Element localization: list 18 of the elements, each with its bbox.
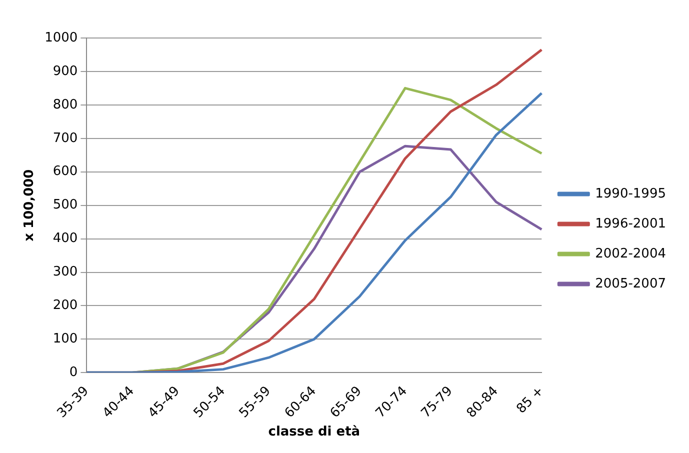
y-axis-title: x 100,000	[22, 169, 38, 242]
y-tick-label: 200	[52, 298, 78, 314]
y-tick-label: 900	[52, 64, 78, 79]
x-tick-label: 85 +	[514, 384, 547, 417]
y-tick-label: 500	[52, 198, 78, 213]
legend-label: 1996-2001	[595, 216, 666, 232]
y-tick-label: 600	[52, 164, 78, 180]
y-tick-label: 1000	[44, 30, 78, 46]
y-tick-label: 100	[52, 332, 78, 347]
legend-label: 1990-1995	[595, 186, 666, 202]
y-tick-label: 0	[69, 365, 78, 380]
y-tick-label: 400	[52, 231, 78, 246]
x-axis-title: classe di età	[268, 424, 360, 440]
y-tick-label: 700	[52, 130, 78, 146]
legend-label: 2002-2004	[595, 246, 666, 262]
y-tick-label: 800	[52, 97, 78, 112]
y-tick-label: 300	[52, 264, 78, 280]
legend-label: 2005-2007	[595, 276, 666, 292]
